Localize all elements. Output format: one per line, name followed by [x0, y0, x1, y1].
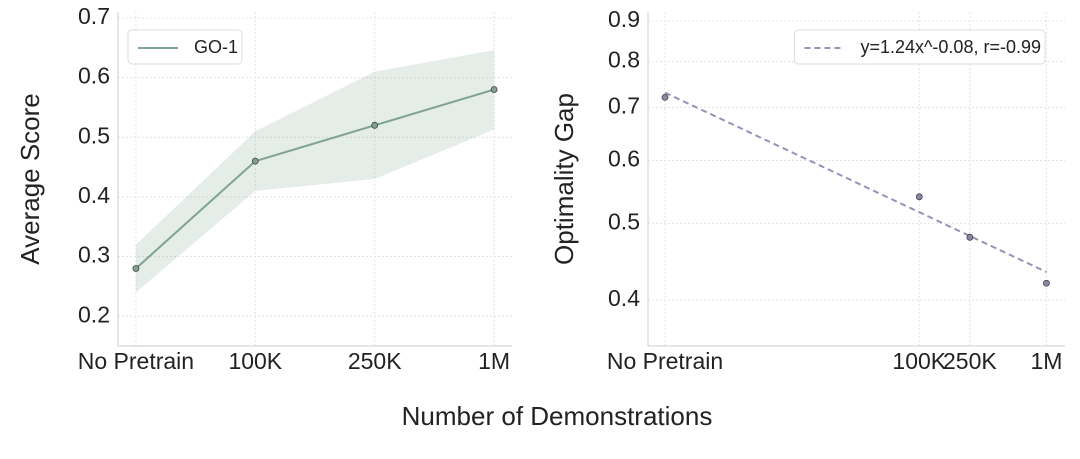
point: [371, 121, 379, 129]
legend: GO-1: [127, 29, 243, 65]
x-tick-label: 250K: [943, 348, 997, 374]
x-tick-label: No Pretrain: [78, 348, 194, 374]
y-tick-label: 0.5: [608, 208, 640, 234]
legend-label: y=1.24x^-0.08, r=-0.99: [860, 37, 1041, 57]
y-tick-label: 0.6: [608, 146, 640, 172]
y-axis-label: Optimality Gap: [549, 93, 579, 265]
y-tick-label: 0.4: [78, 182, 110, 208]
point: [661, 93, 669, 101]
x-tick-label: 100K: [228, 348, 282, 374]
point: [966, 233, 974, 241]
legend: y=1.24x^-0.08, r=-0.99: [793, 29, 1046, 65]
y-tick-label: 0.7: [78, 3, 110, 29]
y-tick-label: 0.4: [608, 285, 640, 311]
confidence-band: [135, 50, 495, 293]
point: [915, 193, 923, 201]
y-tick-label: 0.8: [608, 47, 640, 73]
legend-box: [127, 29, 243, 65]
point: [490, 86, 498, 93]
point: [251, 157, 259, 165]
y-tick-label: 0.2: [78, 301, 110, 327]
y-tick-label: 0.7: [608, 93, 640, 119]
fit-line: [664, 91, 1047, 273]
y-tick-label: 0.6: [78, 63, 110, 89]
x-tick-label: 1M: [478, 348, 510, 374]
y-tick-label: 0.3: [78, 242, 110, 268]
y-tick-label: 0.9: [608, 6, 640, 32]
y-tick-label: 0.5: [78, 122, 110, 148]
x-axis-label: Number of Demonstrations: [402, 401, 713, 431]
line: [135, 88, 495, 270]
x-tick-label: No Pretrain: [607, 348, 723, 374]
x-tick-label: 100K: [892, 348, 946, 374]
point: [1043, 279, 1050, 287]
y-axis-label: Average Score: [15, 93, 45, 265]
legend-label: GO-1: [194, 37, 238, 57]
point: [132, 265, 140, 272]
x-tick-label: 1M: [1030, 348, 1062, 374]
x-tick-label: 250K: [348, 348, 402, 374]
legend-box: [793, 29, 1046, 65]
